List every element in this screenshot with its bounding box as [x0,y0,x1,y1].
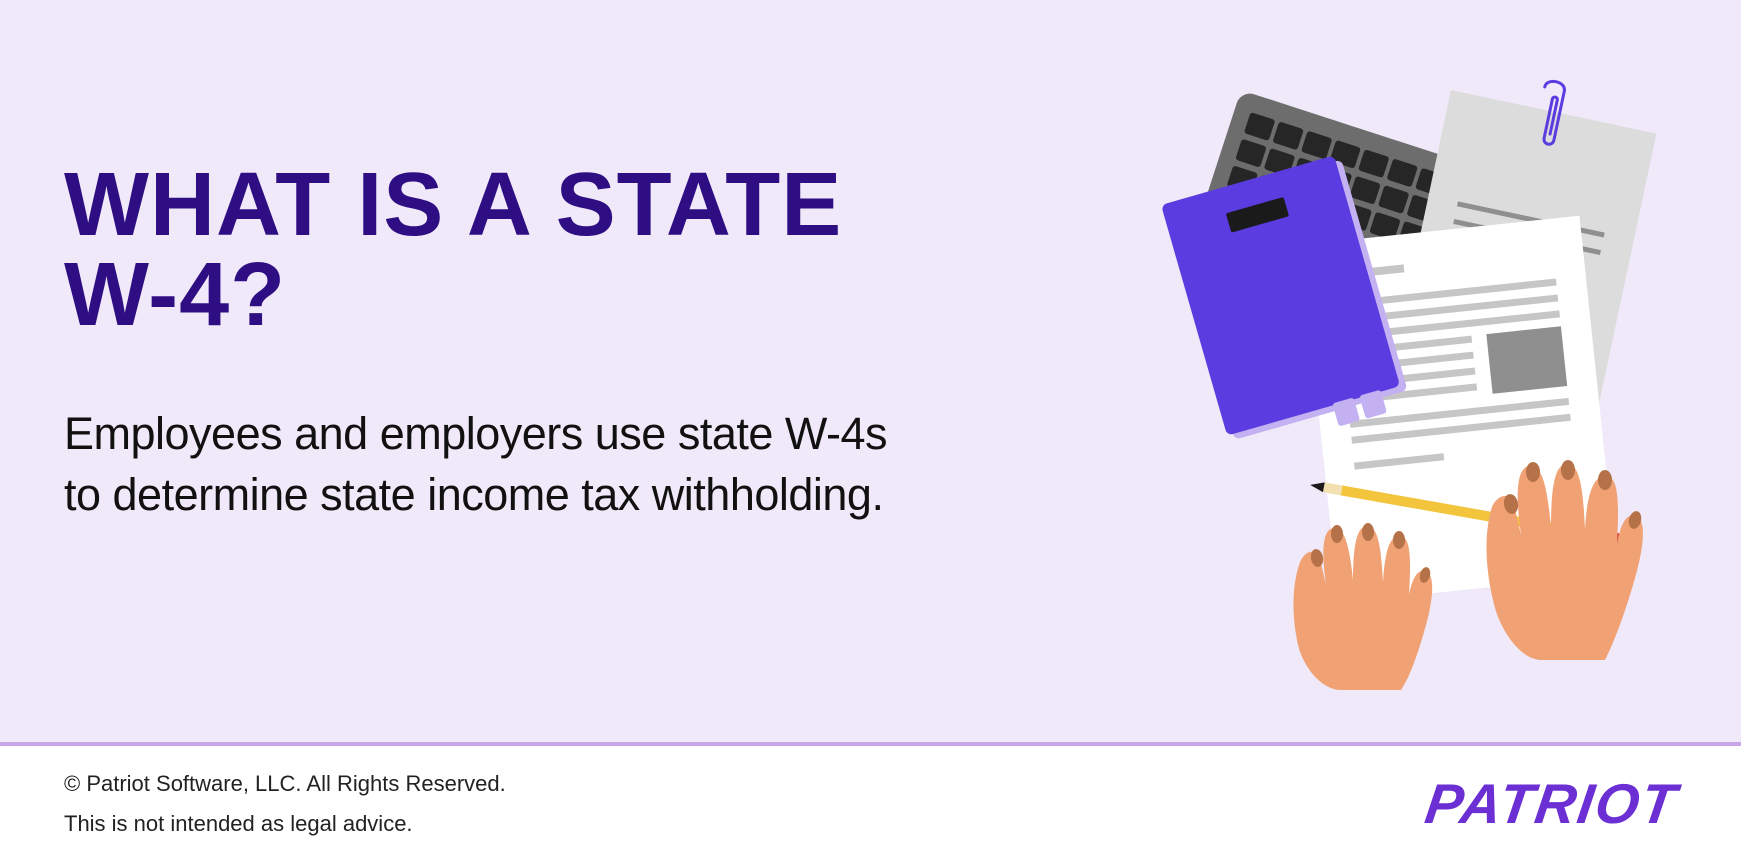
illustration [1051,50,1701,700]
text-column: WHAT IS A STATE W-4? Employees and emplo… [0,0,980,742]
footer: © Patriot Software, LLC. All Rights Rese… [0,742,1741,861]
brand-logo: PATRIOT [1421,771,1682,836]
disclaimer-text: This is not intended as legal advice. [64,804,506,844]
main-panel: WHAT IS A STATE W-4? Employees and emplo… [0,0,1741,742]
body-text: Employees and employers use state W-4s t… [64,404,924,526]
copyright-text: © Patriot Software, LLC. All Rights Rese… [64,764,506,804]
legal-text: © Patriot Software, LLC. All Rights Rese… [64,764,506,843]
heading: WHAT IS A STATE W-4? [64,160,980,340]
